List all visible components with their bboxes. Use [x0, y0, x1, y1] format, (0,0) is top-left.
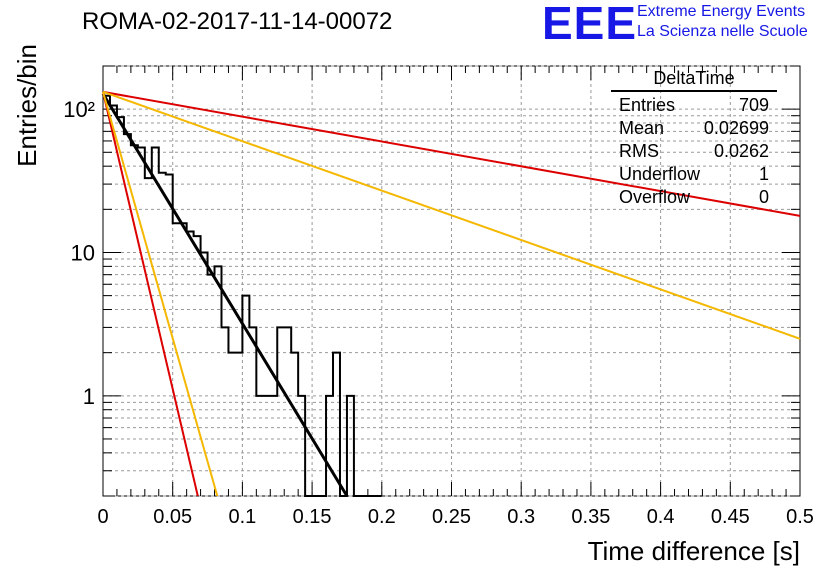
eee-subtitle: Extreme Energy Events La Scienza nelle S…: [637, 2, 808, 42]
x-tick-label: 0.3: [507, 506, 535, 528]
stats-box: DeltaTime Entries 709 Mean 0.02699 RMS 0…: [611, 67, 777, 209]
series-line-0: [101, 93, 349, 497]
y-axis-label: Entries/bin: [12, 44, 42, 167]
x-tick-label: 0.05: [153, 506, 192, 528]
x-tick-label: 0.4: [647, 506, 675, 528]
stats-value: 1: [758, 164, 769, 184]
x-tick-label: 0.1: [228, 506, 256, 528]
series-line-2: [102, 91, 199, 497]
x-tick-label: 0: [97, 506, 108, 528]
x-tick-label: 0.35: [571, 506, 610, 528]
stats-row-overflow: Overflow 0: [611, 186, 777, 209]
series-line-4: [102, 91, 219, 497]
y-tick-label: 1: [83, 384, 95, 409]
x-tick-label: 0.45: [711, 506, 750, 528]
stats-value: 0.02699: [703, 118, 769, 138]
stats-value: 709: [738, 95, 769, 115]
series-line-1: [102, 90, 801, 217]
plot-area: [101, 90, 801, 497]
y-tick-label: 10: [71, 240, 95, 265]
y-tick-label: 10²: [63, 97, 95, 122]
eee-logo: EEE: [542, 0, 638, 49]
stats-row-rms: RMS 0.0262: [611, 140, 777, 163]
eee-line-2: La Scienza nelle Scuole: [637, 23, 808, 40]
stats-label: Overflow: [619, 187, 691, 207]
series-line-3: [102, 90, 801, 340]
stats-label: Mean: [619, 118, 665, 138]
stats-row-entries: Entries 709: [611, 94, 777, 117]
stats-value: 0.0262: [713, 141, 769, 161]
axis-ticks: [102, 65, 801, 497]
x-tick-label: 0.25: [432, 506, 471, 528]
stats-value: 0: [758, 187, 769, 207]
x-tick-label: 0.5: [786, 506, 814, 528]
x-tick-label: 0.2: [368, 506, 396, 528]
stats-title: DeltaTime: [611, 67, 777, 92]
stats-label: Underflow: [619, 164, 701, 184]
x-axis-label: Time difference [s]: [588, 536, 800, 566]
tick-labels: 0 0.05 0.1 0.15 0.2 0.25 0.3 0.35 0.4 0.45 0.51101…: [63, 97, 814, 528]
x-tick-label: 0.15: [293, 506, 332, 528]
stats-row-underflow: Underflow 1: [611, 163, 777, 186]
eee-line-1: Extreme Energy Events: [637, 3, 806, 20]
stats-label: RMS: [619, 141, 659, 161]
stats-label: Entries: [619, 95, 676, 115]
run-title: ROMA-02-2017-11-14-00072: [82, 8, 393, 35]
stats-row-mean: Mean 0.02699: [611, 117, 777, 140]
